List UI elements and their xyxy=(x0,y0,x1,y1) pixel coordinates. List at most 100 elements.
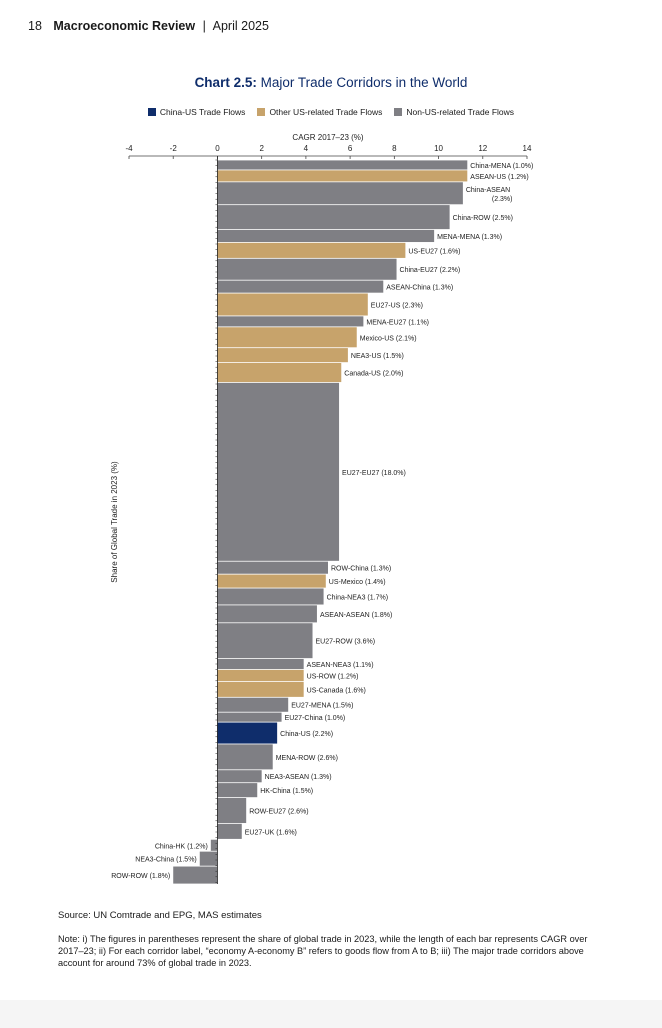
chart-number: Chart 2.5: xyxy=(194,75,257,90)
header-separator: | xyxy=(202,19,206,33)
bar-25 xyxy=(217,744,273,770)
bar-11 xyxy=(217,348,348,363)
legend-item-other-us: Other US-related Trade Flows xyxy=(257,107,382,117)
bar-label-29: EU27-UK (1.6%) xyxy=(245,829,297,836)
x-tick-label: 14 xyxy=(523,144,532,153)
bar-label-23: EU27-China (1.0%) xyxy=(285,715,346,722)
bar-label-14: ROW-China (1.3%) xyxy=(331,566,391,573)
page-header: 18 Macroeconomic Review | April 2025 xyxy=(28,19,269,33)
bar-label-5: US-EU27 (1.6%) xyxy=(408,248,460,255)
bar-label-2: China-ASEAN (2.3%) xyxy=(466,187,513,203)
chart-title: Chart 2.5: Major Trade Corridors in the … xyxy=(0,75,662,90)
bar-label-4: MENA-MENA (1.3%) xyxy=(437,234,502,241)
legend-swatch-china-us xyxy=(147,108,156,116)
bar-label-31: NEA3-China (1.5%) xyxy=(135,857,196,864)
x-tick-label: 10 xyxy=(434,144,443,153)
legend-item-non-us: Non-US-related Trade Flows xyxy=(394,107,514,117)
bar-label-1: ASEAN-US (1.2%) xyxy=(470,174,528,181)
page-number: 18 xyxy=(28,19,42,33)
publication-date: April 2025 xyxy=(212,19,269,33)
x-tick-label: 0 xyxy=(215,144,220,153)
legend-item-china-us: China-US Trade Flows xyxy=(147,107,246,117)
bar-label-8: EU27-US (2.3%) xyxy=(371,303,423,310)
bar-18 xyxy=(217,623,313,659)
bar-13 xyxy=(217,382,340,561)
bar-7 xyxy=(217,280,384,293)
bar-label-32: ROW-ROW (1.8%) xyxy=(111,873,170,880)
bar-14 xyxy=(217,561,328,574)
x-axis-title: CAGR 2017–23 (%) xyxy=(292,133,363,142)
bar-label-30: China-HK (1.2%) xyxy=(155,843,208,850)
bar-30 xyxy=(210,839,218,851)
source-text: Source: UN Comtrade and EPG, MAS estimat… xyxy=(58,910,262,921)
bar-0 xyxy=(217,160,468,170)
bar-4 xyxy=(217,229,435,243)
bar-2 xyxy=(217,182,463,205)
bar-label-26: NEA3-ASEAN (1.3%) xyxy=(265,774,332,781)
bar-label-24: China-US (2.2%) xyxy=(280,731,333,738)
x-tick-label: -2 xyxy=(170,144,178,153)
bar-label-15: US-Mexico (1.4%) xyxy=(329,579,386,586)
page-footer xyxy=(0,1000,662,1028)
bar-19 xyxy=(217,658,304,670)
bar-9 xyxy=(217,316,364,327)
bar-20 xyxy=(217,669,304,681)
bar-label-27: HK-China (1.5%) xyxy=(260,788,313,795)
x-tick-label: 6 xyxy=(348,144,353,153)
bar-17 xyxy=(217,605,317,623)
bar-label-10: Mexico-US (2.1%) xyxy=(360,335,417,342)
bar-label-28: ROW-EU27 (2.6%) xyxy=(249,809,308,816)
legend-swatch-other-us xyxy=(257,108,266,116)
bar-29 xyxy=(217,823,242,839)
bar-1 xyxy=(217,170,468,182)
bar-label-3: China-ROW (2.5%) xyxy=(453,215,513,222)
bar-5 xyxy=(217,242,406,258)
x-tick-label: 8 xyxy=(392,144,397,153)
bar-26 xyxy=(217,770,262,783)
bar-label-0: China-MENA (1.0%) xyxy=(470,163,533,170)
legend-label: Other US-related Trade Flows xyxy=(269,107,383,117)
bar-15 xyxy=(217,574,326,588)
x-tick-label: 4 xyxy=(304,144,309,153)
bar-6 xyxy=(217,258,397,280)
x-tick-label: 2 xyxy=(259,144,264,153)
bar-24 xyxy=(217,722,278,744)
bar-label-17: ASEAN-ASEAN (1.8%) xyxy=(320,612,392,619)
bar-label-21: US-Canada (1.6%) xyxy=(307,687,366,694)
bar-label-19: ASEAN-NEA3 (1.1%) xyxy=(307,662,374,669)
bar-label-7: ASEAN-China (1.3%) xyxy=(386,285,453,292)
bar-27 xyxy=(217,783,258,798)
bar-12 xyxy=(217,363,342,383)
bar-28 xyxy=(217,797,247,824)
y-axis-title: Share of Global Trade in 2023 (%) xyxy=(110,461,119,583)
note-text: Note: i) The figures in parentheses repr… xyxy=(58,934,588,969)
legend-swatch-non-us xyxy=(394,108,403,116)
bar-3 xyxy=(217,205,450,230)
bar-10 xyxy=(217,327,357,348)
bar-label-13: EU27-EU27 (18.0%) xyxy=(342,470,406,477)
bar-label-22: EU27-MENA (1.5%) xyxy=(291,703,353,710)
bar-label-25: MENA-ROW (2.6%) xyxy=(276,755,338,762)
x-tick-label: 12 xyxy=(478,144,487,153)
bar-label-6: China-EU27 (2.2%) xyxy=(400,267,461,274)
publication-name: Macroeconomic Review xyxy=(53,19,196,33)
legend-label: Non-US-related Trade Flows xyxy=(406,107,515,117)
bar-8 xyxy=(217,293,368,316)
bar-label-9: MENA-EU27 (1.1%) xyxy=(366,319,429,326)
bar-label-16: China-NEA3 (1.7%) xyxy=(327,594,388,601)
chart-title-text: Major Trade Corridors in the World xyxy=(260,75,468,90)
bar-label-11: NEA3-US (1.5%) xyxy=(351,353,404,360)
bar-label-20: US-ROW (1.2%) xyxy=(307,673,359,680)
bar-label-18: EU27-ROW (3.6%) xyxy=(316,639,376,646)
bar-21 xyxy=(217,681,304,697)
bar-label-12: Canada-US (2.0%) xyxy=(344,371,403,378)
legend-label: China-US Trade Flows xyxy=(159,107,246,117)
bar-31 xyxy=(199,851,218,866)
bar-16 xyxy=(217,588,324,605)
x-tick-label: -4 xyxy=(125,144,133,153)
bar-23 xyxy=(217,712,282,722)
bar-22 xyxy=(217,697,289,712)
bar-32 xyxy=(173,866,218,884)
